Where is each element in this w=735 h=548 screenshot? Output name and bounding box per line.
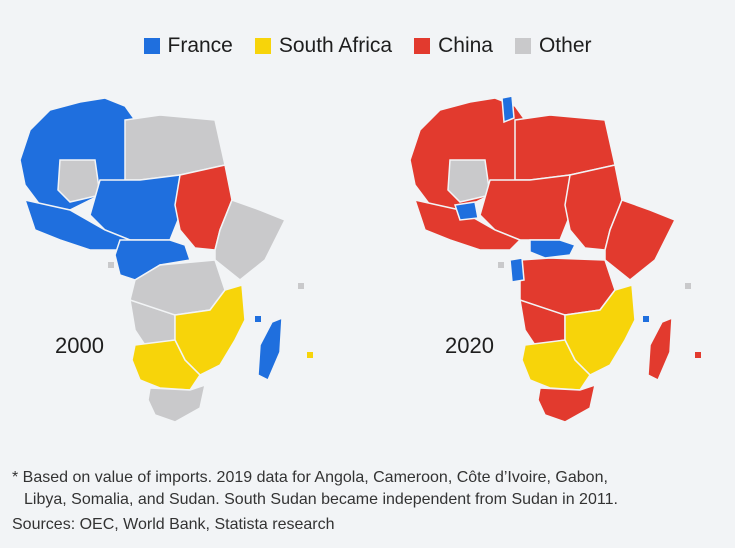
madagascar <box>257 316 283 382</box>
footnote: * Based on value of imports. 2019 data f… <box>12 467 618 511</box>
south-africa-region <box>537 383 597 423</box>
legend-label-france: France <box>167 34 233 57</box>
legend-item-france: France <box>143 33 233 59</box>
sources-text: Sources: OEC, World Bank, Statista resea… <box>12 516 335 533</box>
legend-item-china: China <box>414 33 493 59</box>
africa-map-2000 <box>19 97 313 423</box>
south-africa-region <box>147 383 207 423</box>
legend-item-south-africa: South Africa <box>254 33 393 59</box>
central-region <box>529 239 577 259</box>
legend-swatch-france <box>143 38 160 54</box>
island-square <box>298 283 304 289</box>
legend-item-other: Other <box>514 33 592 59</box>
legend-swatch-china <box>414 38 431 54</box>
legend-label-south-africa: South Africa <box>278 34 393 57</box>
legend: France South Africa China Other <box>0 33 735 59</box>
tunisia-region <box>501 95 515 124</box>
legend-label-china: China <box>438 34 493 57</box>
island-square <box>108 262 114 268</box>
footnote-line-2: Libya, Somalia, and Sudan. South Sudan b… <box>24 491 618 508</box>
horn-region <box>214 199 287 281</box>
legend-label-other: Other <box>538 34 592 57</box>
island-square <box>307 352 313 358</box>
mauritania-region <box>57 159 101 203</box>
island-square <box>643 316 649 322</box>
madagascar <box>647 316 673 382</box>
island-square <box>695 352 701 358</box>
island-square <box>498 262 504 268</box>
legend-swatch-other <box>514 38 531 54</box>
mauritania-region <box>447 159 491 203</box>
horn-region <box>604 199 677 281</box>
island-square <box>255 316 261 322</box>
africa-map-2020 <box>409 95 701 423</box>
gabon-region <box>509 257 525 283</box>
footnote-line-1: * Based on value of imports. 2019 data f… <box>12 469 608 486</box>
niger-blue-region <box>454 201 479 221</box>
legend-swatch-south-africa <box>254 38 271 54</box>
island-square <box>685 283 691 289</box>
year-label-2020: 2020 <box>445 333 494 358</box>
year-label-2000: 2000 <box>55 333 104 358</box>
